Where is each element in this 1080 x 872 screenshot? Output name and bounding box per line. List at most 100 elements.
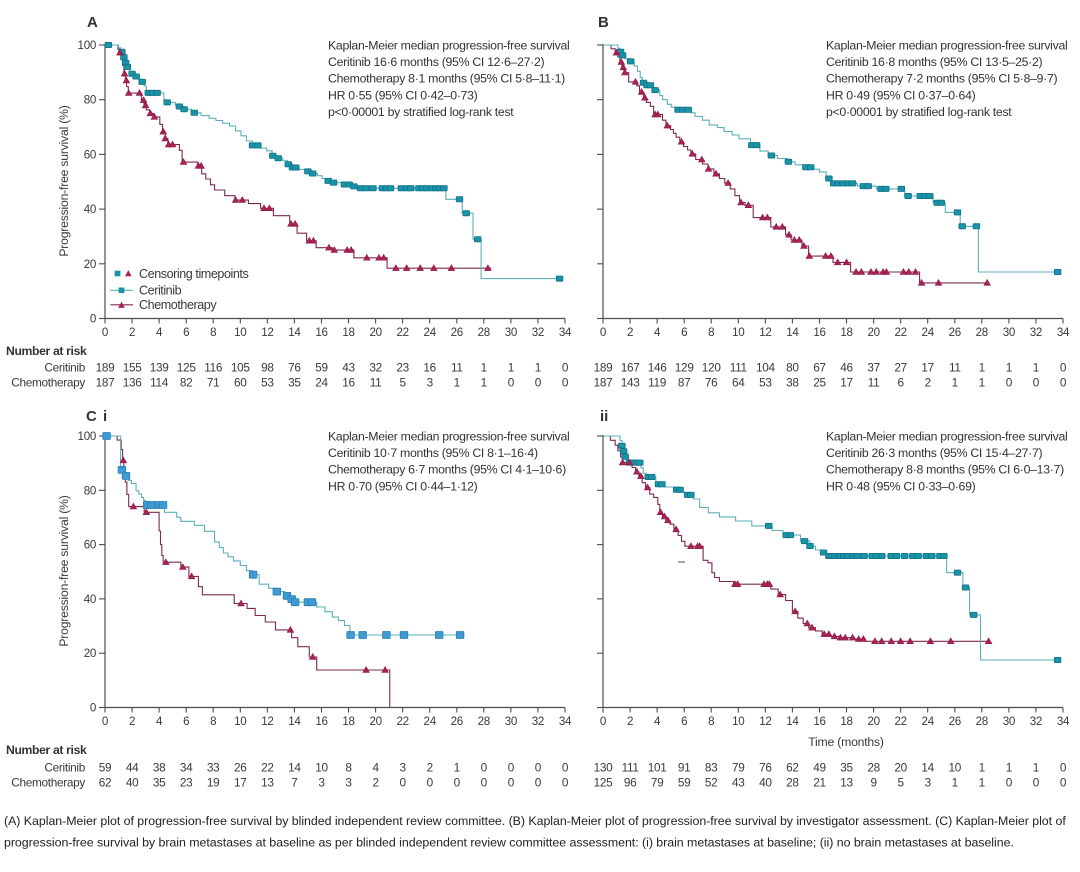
svg-text:35: 35 [840,761,853,775]
svg-text:0: 0 [508,761,515,775]
svg-text:8: 8 [708,715,714,728]
svg-text:2: 2 [627,715,633,728]
svg-text:12: 12 [261,715,273,728]
svg-text:13: 13 [261,776,274,790]
svg-text:20: 20 [369,715,381,728]
svg-text:Number at risk: Number at risk [6,743,87,757]
svg-text:62: 62 [786,761,799,775]
svg-text:80: 80 [84,484,96,497]
svg-text:10: 10 [234,326,246,339]
svg-text:79: 79 [651,776,664,790]
svg-text:HR 0·70 (95% CI 0·44–1·12): HR 0·70 (95% CI 0·44–1·12) [328,479,478,493]
svg-text:40: 40 [84,203,96,216]
svg-text:0: 0 [562,776,569,790]
svg-text:100: 100 [78,39,96,52]
svg-text:143: 143 [621,376,641,390]
svg-text:18: 18 [840,715,852,728]
svg-text:0: 0 [90,702,96,715]
svg-text:Progression-free survival (%): Progression-free survival (%) [57,495,71,646]
svg-text:83: 83 [705,761,718,775]
svg-text:189: 189 [96,361,115,375]
svg-text:HR 0·49 (95% CI 0·37–0·64): HR 0·49 (95% CI 0·37–0·64) [826,88,976,102]
svg-text:8: 8 [210,326,216,339]
svg-text:130: 130 [594,761,614,775]
svg-text:26: 26 [451,715,463,728]
svg-text:91: 91 [678,761,691,775]
svg-text:6: 6 [681,715,687,728]
svg-text:12: 12 [759,326,771,339]
svg-text:40: 40 [759,776,772,790]
svg-text:11: 11 [949,361,961,375]
svg-text:11: 11 [451,361,463,375]
svg-text:0: 0 [481,776,488,790]
svg-text:26: 26 [234,761,247,775]
svg-text:104: 104 [756,361,776,375]
svg-text:1: 1 [1033,361,1039,375]
svg-text:64: 64 [732,376,745,390]
svg-text:59: 59 [678,776,691,790]
svg-text:Chemotherapy 8·1 months (95% C: Chemotherapy 8·1 months (95% CI 5·8–11·1… [328,72,565,86]
svg-text:1: 1 [979,761,985,775]
svg-text:Ceritinib 26·3 months (95% CI: Ceritinib 26·3 months (95% CI 15·4–27·7) [826,446,1042,460]
svg-text:11: 11 [370,376,382,390]
svg-text:146: 146 [648,361,668,375]
svg-text:Kaplan-Meier median progressio: Kaplan-Meier median progression-free sur… [328,430,569,444]
svg-text:67: 67 [813,361,826,375]
svg-text:B: B [598,14,609,31]
svg-text:0: 0 [562,361,569,375]
svg-text:0: 0 [535,376,542,390]
svg-text:43: 43 [342,361,355,375]
svg-text:40: 40 [126,776,139,790]
svg-text:0: 0 [427,776,434,790]
svg-text:34: 34 [559,715,572,728]
svg-text:Kaplan-Meier median progressio: Kaplan-Meier median progression-free sur… [328,39,569,53]
svg-text:35: 35 [288,376,301,390]
svg-text:22: 22 [894,326,906,339]
svg-text:59: 59 [315,361,328,375]
svg-text:53: 53 [261,376,274,390]
svg-text:28: 28 [976,715,988,728]
svg-text:14: 14 [786,326,799,339]
svg-text:progression-free survival by b: progression-free survival by brain metas… [4,836,1014,850]
svg-text:16: 16 [813,715,825,728]
svg-text:32: 32 [369,361,382,375]
svg-text:10: 10 [315,761,328,775]
svg-text:Censoring timepoints: Censoring timepoints [139,267,248,281]
svg-text:79: 79 [732,761,745,775]
svg-text:101: 101 [648,761,667,775]
svg-text:20: 20 [867,715,879,728]
svg-text:18: 18 [840,326,852,339]
svg-text:14: 14 [288,761,301,775]
svg-text:3: 3 [345,776,352,790]
svg-text:26: 26 [451,326,463,339]
svg-text:28: 28 [478,715,490,728]
svg-text:9: 9 [870,776,876,790]
svg-text:22: 22 [396,326,408,339]
svg-text:0: 0 [1060,776,1067,790]
svg-text:49: 49 [813,761,826,775]
svg-text:44: 44 [126,761,139,775]
svg-text:1: 1 [508,361,514,375]
svg-text:18: 18 [342,715,354,728]
svg-text:4: 4 [654,326,661,339]
svg-text:28: 28 [478,326,490,339]
svg-text:34: 34 [1057,715,1070,728]
svg-text:26: 26 [949,715,961,728]
svg-text:0: 0 [1060,361,1067,375]
svg-text:Chemotherapy 6·7 months (95% C: Chemotherapy 6·7 months (95% CI 4·1–10·6… [328,463,566,477]
svg-text:0: 0 [508,376,515,390]
svg-text:Chemotherapy 8·8 months (95% C: Chemotherapy 8·8 months (95% CI 6·0–13·7… [826,463,1064,477]
svg-text:20: 20 [867,326,879,339]
svg-text:8: 8 [708,326,714,339]
svg-text:ii: ii [600,408,608,425]
svg-text:6: 6 [897,376,904,390]
svg-text:119: 119 [648,376,666,390]
svg-text:34: 34 [1057,326,1070,339]
svg-text:1: 1 [1006,361,1012,375]
svg-text:0: 0 [90,313,96,326]
svg-text:4: 4 [372,761,379,775]
svg-text:4: 4 [156,715,163,728]
svg-text:129: 129 [675,361,694,375]
svg-text:4: 4 [654,715,661,728]
svg-text:Number at risk: Number at risk [6,344,87,358]
